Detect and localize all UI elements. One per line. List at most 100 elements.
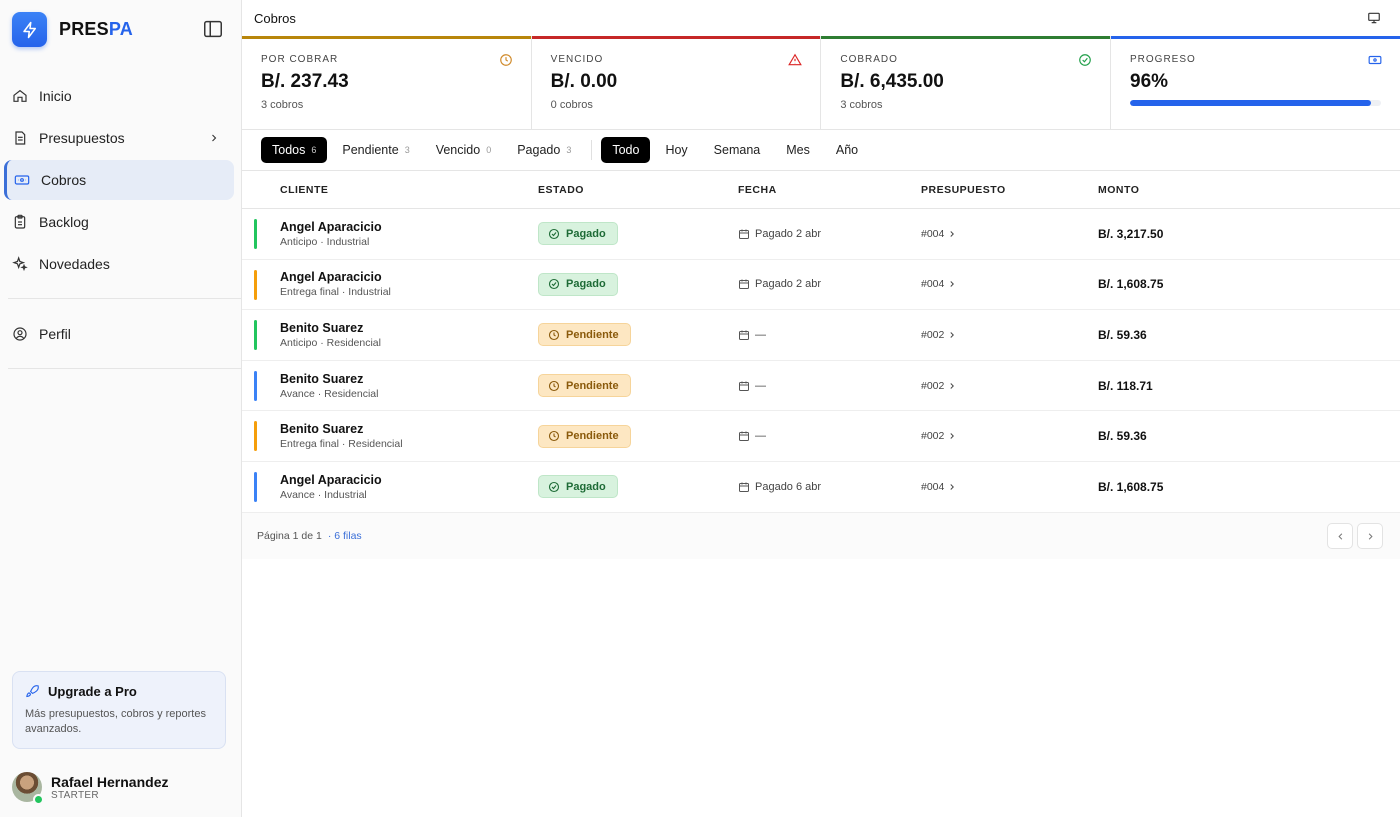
filter-status-pagado[interactable]: Pagado 3	[506, 137, 582, 163]
sidebar-item-backlog[interactable]: Backlog	[4, 202, 234, 242]
next-page-button[interactable]	[1357, 523, 1383, 549]
stat-value: 96%	[1130, 71, 1169, 92]
sidebar-item-cobros[interactable]: Cobros	[4, 160, 234, 200]
filter-divider	[591, 140, 593, 160]
table-row[interactable]: Benito Suarez Avance · Residencial Pendien…	[242, 361, 1400, 412]
cell-estado: Pendiente	[538, 323, 631, 347]
user-profile[interactable]: Rafael Hernandez STARTER	[12, 772, 168, 805]
sidebar-item-inicio[interactable]: Inicio	[4, 76, 234, 116]
table-row[interactable]: Angel Aparacicio Avance · Industrial Pagad…	[242, 462, 1400, 513]
filter-period-semana[interactable]: Semana	[703, 137, 772, 163]
sidebar-item-presupuestos[interactable]: Presupuestos	[4, 118, 234, 158]
column-header-monto[interactable]: MONTO	[1098, 183, 1140, 196]
toggle-sidebar-icon[interactable]	[202, 18, 224, 40]
client-name: Benito Suarez	[280, 320, 364, 335]
filter-period-mes[interactable]: Mes	[775, 137, 821, 163]
client-name: Angel Aparacicio	[280, 219, 382, 234]
cell-estado: Pendiente	[538, 424, 631, 448]
chip-label: Pendiente	[342, 143, 399, 157]
stat-por-cobrar: POR COBRAR B/. 237.43 3 cobros	[242, 36, 532, 129]
filter-status-pendiente[interactable]: Pendiente 3	[331, 137, 420, 163]
budget-link[interactable]: #002	[921, 328, 945, 341]
clock-icon	[499, 53, 513, 67]
client-detail: Anticipo · Industrial	[280, 235, 370, 248]
cell-presupuesto[interactable]: #004	[921, 278, 957, 290]
table-row[interactable]: Angel Aparacicio Anticipo · Industrial Pag…	[242, 209, 1400, 260]
cell-cliente: Benito Suarez Avance · Residencial	[280, 372, 378, 400]
row-status-stripe	[254, 219, 257, 249]
cell-presupuesto[interactable]: #002	[921, 380, 957, 392]
client-name: Benito Suarez	[280, 371, 364, 386]
table-row[interactable]: Benito Suarez Entrega final · Residencial…	[242, 411, 1400, 462]
stat-value: B/. 237.43	[261, 71, 349, 92]
column-header-presupuesto[interactable]: PRESUPUESTO	[921, 183, 1006, 196]
cell-estado: Pagado	[538, 475, 618, 499]
filter-period-todo[interactable]: Todo	[601, 137, 651, 163]
cell-estado: Pagado	[538, 222, 618, 246]
user-info: Rafael Hernandez STARTER	[51, 774, 168, 801]
cell-monto: B/. 1,608.75	[1098, 479, 1164, 494]
filter-status-vencido[interactable]: Vencido 0	[425, 137, 503, 163]
table-row[interactable]: Benito Suarez Anticipo · Residencial Pendi…	[242, 310, 1400, 361]
banknote-icon	[1368, 53, 1382, 67]
table-header: CLIENTE ESTADO FECHA PRESUPUESTO MONTO	[242, 171, 1400, 209]
stat-label: POR COBRAR	[261, 54, 339, 65]
budget-link[interactable]: #004	[921, 480, 945, 493]
cell-presupuesto[interactable]: #002	[921, 329, 957, 341]
date-text: Pagado 6 abr	[755, 480, 822, 493]
filter-status-todos[interactable]: Todos 6	[261, 137, 328, 163]
user-circle-icon	[12, 326, 28, 342]
column-header-cliente[interactable]: CLIENTE	[280, 183, 329, 196]
cell-presupuesto[interactable]: #002	[921, 430, 957, 442]
calendar-icon	[739, 431, 749, 442]
column-header-estado[interactable]: ESTADO	[538, 183, 584, 196]
column-header-fecha[interactable]: FECHA	[738, 183, 777, 196]
filter-bar: Todos 6 Pendiente 3 Vencido 0 Pagado 3 Todo …	[242, 130, 1400, 171]
prev-page-button[interactable]	[1327, 523, 1353, 549]
cell-cliente: Benito Suarez Entrega final · Residencial	[280, 422, 403, 450]
clock-icon	[548, 431, 560, 442]
upgrade-card[interactable]: Upgrade a Pro Más presupuestos, cobros y…	[12, 671, 226, 749]
cell-presupuesto[interactable]: #004	[921, 228, 957, 240]
upgrade-description: Más presupuestos, cobros y reportes avan…	[25, 708, 206, 735]
status-badge-label: Pagado	[566, 227, 606, 240]
stat-vencido: VENCIDO B/. 0.00 0 cobros	[531, 36, 822, 129]
budget-link[interactable]: #002	[921, 379, 945, 392]
monitor-icon[interactable]	[1367, 11, 1381, 25]
sidebar-divider	[8, 368, 241, 369]
cell-cliente: Angel Aparacicio Entrega final · Industri…	[280, 270, 391, 298]
cell-monto: B/. 59.36	[1098, 429, 1147, 444]
chevron-right-icon	[950, 332, 955, 338]
chevron-right-icon	[950, 281, 955, 288]
clipboard-icon	[12, 214, 28, 230]
page-indicator: Página 1 de 1	[257, 530, 322, 542]
date-text: —	[755, 379, 766, 392]
filter-period-hoy[interactable]: Hoy	[654, 137, 698, 163]
budget-link[interactable]: #004	[921, 278, 945, 291]
sidebar-item-perfil[interactable]: Perfil	[4, 314, 234, 354]
status-badge-label: Pendiente	[566, 328, 619, 341]
calendar-icon	[739, 279, 749, 290]
budget-link[interactable]: #004	[921, 227, 945, 240]
chevron-right-icon	[950, 382, 955, 389]
chip-label: Pagado	[517, 143, 561, 157]
calendar-icon	[739, 229, 749, 239]
brand[interactable]: PRESPA	[12, 12, 133, 47]
table-row[interactable]: Angel Aparacicio Entrega final · Industri…	[242, 260, 1400, 311]
banknote-icon	[14, 172, 30, 188]
status-badge: Pendiente	[538, 424, 631, 448]
cell-presupuesto[interactable]: #004	[921, 481, 957, 493]
sidebar-item-label: Backlog	[39, 214, 89, 230]
stat-accent-bar	[531, 36, 821, 39]
stat-accent-bar	[242, 36, 531, 39]
clock-icon	[548, 329, 560, 341]
stat-accent-bar	[1111, 36, 1400, 39]
client-detail: Avance · Industrial	[280, 488, 367, 501]
status-badge: Pendiente	[538, 374, 631, 398]
sidebar-divider	[8, 298, 241, 299]
filter-period-ano[interactable]: Año	[825, 137, 869, 163]
row-count: · 6 filas	[327, 530, 362, 542]
cell-monto: B/. 3,217.50	[1098, 226, 1164, 241]
sidebar-item-novedades[interactable]: Novedades	[4, 244, 234, 284]
budget-link[interactable]: #002	[921, 430, 945, 443]
